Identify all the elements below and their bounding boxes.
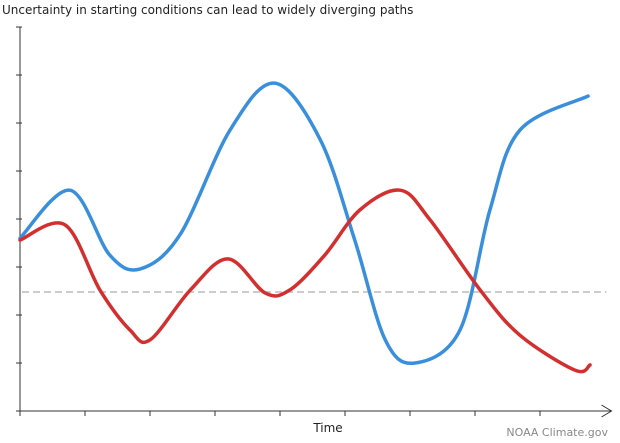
x-axis-label: Time — [312, 421, 342, 435]
credit: NOAA Climate.gov — [506, 426, 608, 439]
x-axis-arrow — [601, 404, 613, 418]
line-series — [18, 81, 590, 366]
line-series — [18, 188, 592, 374]
chart-title: Uncertainty in starting conditions can l… — [2, 3, 413, 17]
